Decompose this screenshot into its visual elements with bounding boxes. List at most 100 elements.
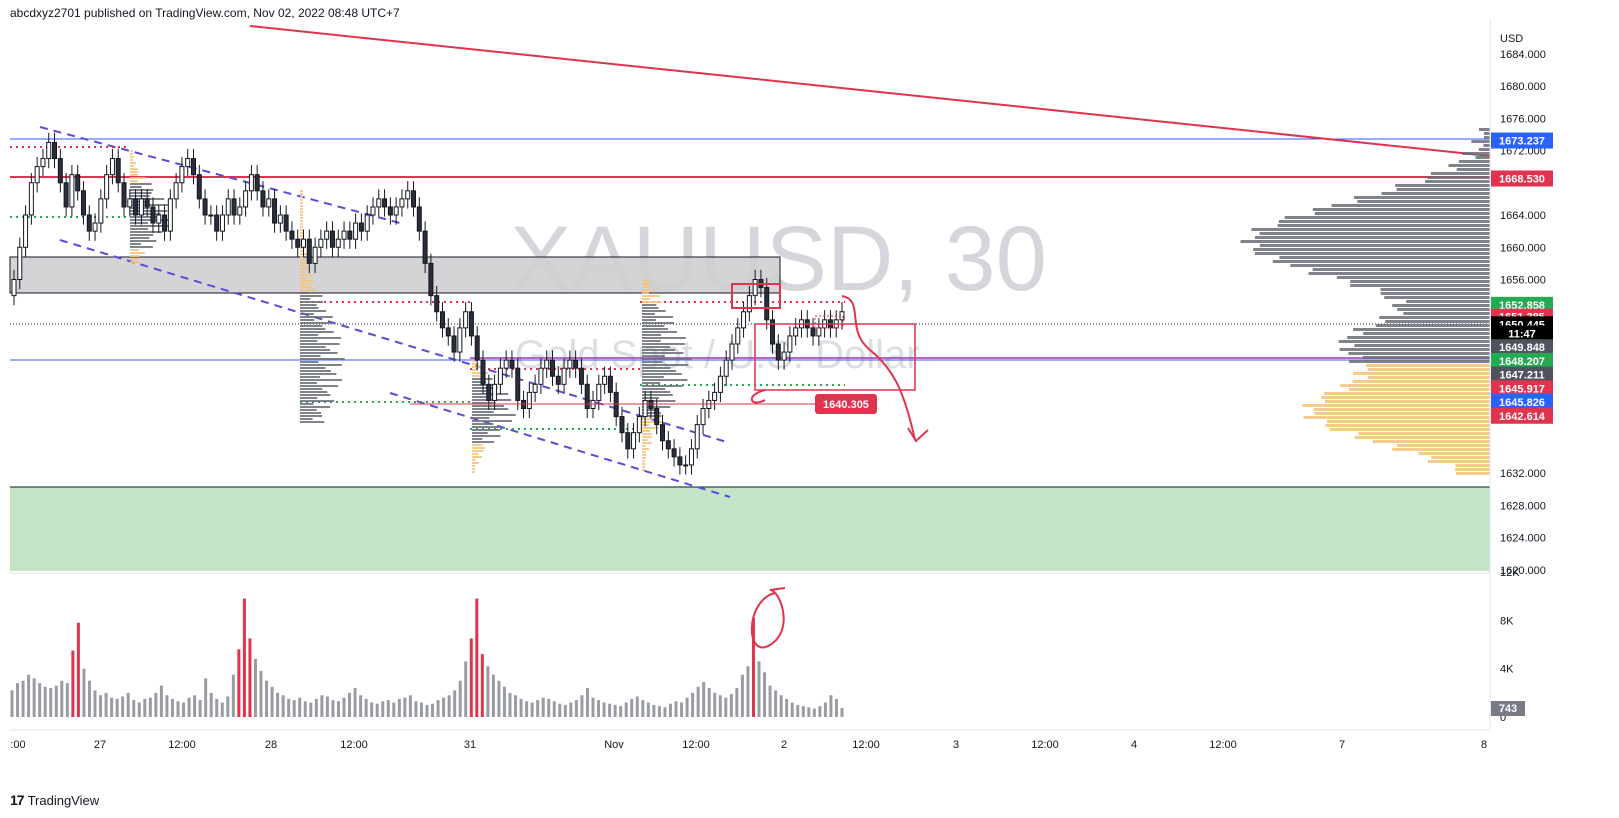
volume-bar (514, 695, 518, 717)
annotation-arrow-head (907, 427, 929, 443)
session-profile-row (472, 468, 476, 470)
candle (277, 205, 283, 233)
session-profile-row (642, 400, 676, 402)
volume-bar (143, 698, 147, 717)
session-profile-row (300, 358, 345, 360)
time-axis[interactable]: :00 27 12:00 28 12:00 31 Nov 12:00 2 12:00 3 12:00 4… (10, 739, 1487, 751)
time-tick-label: 12:00 (682, 739, 710, 751)
volume-bar (320, 695, 324, 717)
volume-bar (718, 695, 722, 717)
fixed-profile-row (1475, 156, 1490, 159)
volume-bar (668, 703, 672, 717)
fixed-profile-row (1253, 248, 1490, 251)
candle (283, 205, 289, 241)
session-profile-row (300, 364, 342, 366)
candle (179, 156, 185, 193)
volume-bar (834, 698, 838, 717)
candle (167, 189, 173, 241)
time-tick-label: 12:00 (168, 739, 196, 751)
candle (202, 189, 208, 225)
fixed-profile-row (1254, 236, 1490, 239)
candle (688, 439, 694, 475)
volume-bar (314, 698, 318, 717)
session-profile-row (472, 462, 479, 464)
volume-tick-label: 12K (1500, 567, 1520, 579)
volume-bar (547, 698, 551, 717)
candle (439, 302, 445, 338)
session-profile-row (300, 277, 307, 279)
candle (34, 156, 40, 193)
session-profile-row (472, 417, 490, 419)
volume-bar (325, 696, 329, 717)
candle (295, 229, 301, 257)
candle (63, 173, 69, 217)
candle (694, 414, 700, 459)
session-profile-row (642, 430, 651, 432)
session-profile-row (300, 313, 314, 315)
price-tag: 1645.826 (1491, 394, 1553, 411)
candle (208, 205, 214, 225)
fixed-profile-row (1456, 168, 1490, 171)
price-tick-label: 1664.000 (1500, 210, 1546, 222)
candle (289, 221, 295, 249)
candle (162, 205, 168, 241)
annotation-box-top (731, 283, 781, 309)
fixed-profile-row (1284, 216, 1490, 219)
volume-bar (237, 649, 241, 717)
volume-tick-label: 8K (1500, 615, 1514, 627)
session-profile-row (130, 183, 152, 185)
candle (185, 148, 191, 177)
session-profile-row (300, 301, 323, 303)
candle (526, 382, 532, 419)
volume-annotation-circle (750, 587, 786, 649)
volume-bar (530, 702, 534, 717)
price-tag: 1668.530 (1491, 170, 1553, 187)
candle (509, 350, 515, 378)
annotation-label-tag: 1640.305 (815, 394, 877, 414)
candle (480, 350, 486, 394)
volume-bar (497, 680, 501, 717)
session-profile-row (130, 219, 171, 221)
candle (723, 350, 729, 386)
session-profile-row (642, 295, 660, 297)
candle (677, 447, 683, 475)
session-profile-row (300, 418, 313, 420)
volume-bar (253, 659, 257, 717)
candle (254, 165, 260, 201)
price-axis[interactable]: 1684.0001680.0001676.0001672.0001664.000… (1500, 49, 1546, 577)
volume-bar (187, 697, 191, 717)
volume-axis[interactable]: 12K 8K 4K 0 (1500, 567, 1520, 724)
session-profile-row (130, 162, 137, 164)
time-tick-label: 4 (1131, 739, 1137, 751)
fixed-profile-row (1392, 448, 1490, 451)
session-profile-row (472, 399, 512, 401)
session-profile-row (642, 289, 655, 291)
session-profile-row (300, 334, 319, 336)
fixed-profile-row (1302, 404, 1490, 407)
session-profile-row (472, 438, 483, 440)
candle (492, 374, 498, 411)
candle (266, 189, 272, 217)
volume-bar (812, 708, 816, 717)
svg-text:1642.614: 1642.614 (1499, 411, 1546, 423)
candle (190, 148, 196, 185)
candle (109, 148, 115, 185)
session-profile-row (130, 171, 139, 173)
session-profile-row (300, 406, 331, 408)
fixed-profile-row (1350, 280, 1490, 283)
session-profile-row (300, 310, 327, 312)
session-profile-row (300, 190, 303, 192)
time-tick-label: 31 (464, 739, 476, 751)
volume-bar (43, 686, 47, 717)
session-profile-row (300, 421, 325, 423)
tradingview-brand: TradingView (27, 792, 100, 808)
tradingview-logo[interactable]: 17 TradingView (10, 792, 99, 808)
candle (619, 406, 625, 443)
candle (28, 173, 34, 225)
fixed-profile-row (1338, 340, 1490, 343)
fixed-profile-row (1312, 208, 1490, 211)
candle (567, 350, 573, 378)
price-tag: 1649.848 (1491, 339, 1553, 356)
candle (729, 334, 735, 370)
